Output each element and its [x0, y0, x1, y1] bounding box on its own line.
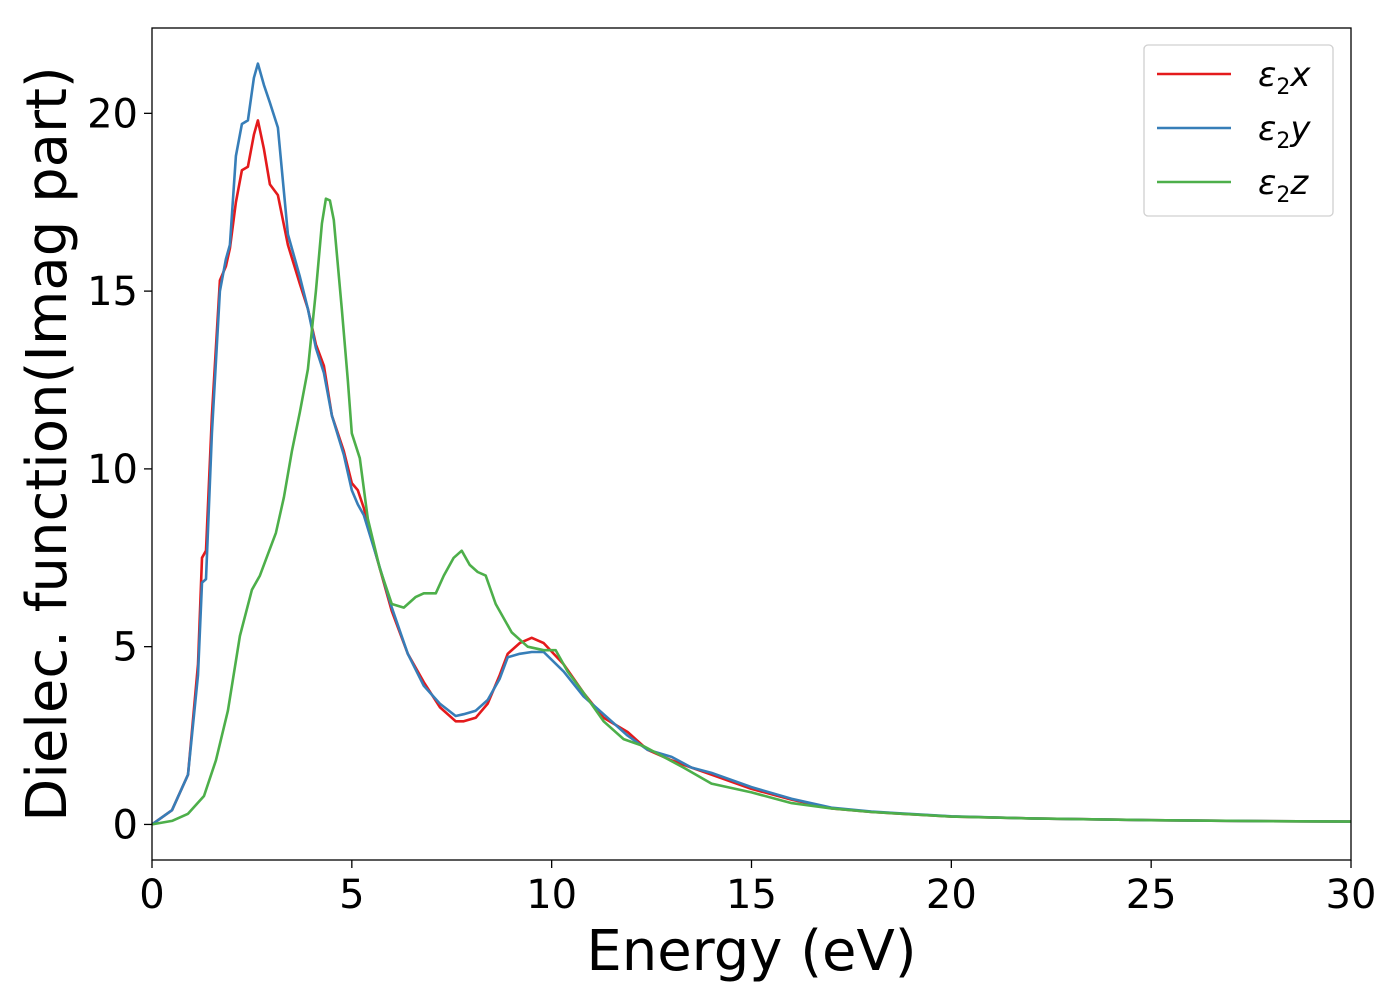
y-tick-label: 20 — [87, 91, 138, 137]
legend: ε2x ε2y ε2z — [1143, 44, 1334, 217]
series-line-x — [151, 119, 1352, 826]
series-line-y — [151, 62, 1352, 826]
legend-box — [1143, 44, 1334, 217]
x-tick-label: 5 — [339, 872, 364, 918]
x-axis-label: Energy (eV) — [586, 919, 916, 984]
x-tick-label: 25 — [1126, 872, 1177, 918]
legend-label-x: ε2x — [1258, 55, 1311, 100]
axis-ticks: 0 5 10 15 20 25 30 0 5 10 15 20 — [87, 91, 1376, 918]
y-axis-label: Dielec. function(Imag part) — [15, 66, 80, 822]
x-tick-label: 10 — [526, 872, 577, 918]
series-line-z — [151, 197, 1352, 826]
legend-label-y: ε2y — [1258, 109, 1311, 154]
x-tick-label: 15 — [726, 872, 777, 918]
y-tick-label: 5 — [113, 625, 138, 671]
x-tick-label: 30 — [1326, 872, 1377, 918]
y-tick-label: 10 — [87, 447, 138, 493]
legend-label-z: ε2z — [1258, 163, 1309, 208]
x-tick-label: 0 — [139, 872, 164, 918]
plot-lines — [151, 62, 1352, 826]
x-tick-label: 20 — [926, 872, 977, 918]
y-tick-label: 15 — [87, 269, 138, 315]
y-tick-label: 0 — [113, 802, 138, 848]
